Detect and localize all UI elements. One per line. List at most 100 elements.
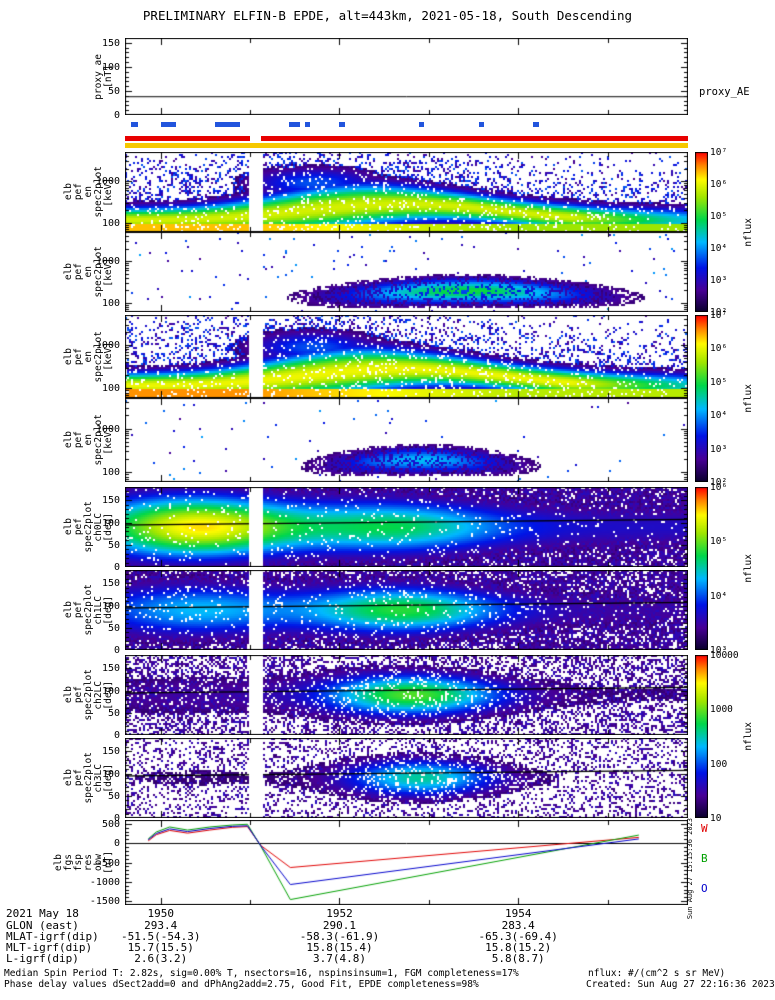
colorbar-tick-label: 10³ bbox=[710, 275, 728, 286]
colorbar-tick-label: 10⁵ bbox=[710, 211, 728, 222]
axis-row-value: 3.7(4.8) bbox=[312, 952, 366, 965]
quality-bar-red bbox=[125, 136, 251, 141]
mag-legend-B: B bbox=[701, 852, 708, 865]
colorbar-tick-label: 10² bbox=[710, 477, 728, 488]
y-tick-label: 100 bbox=[101, 217, 120, 229]
panel-canvas-elb-fgs-fsp-res-obw bbox=[125, 820, 688, 905]
colorbar-tick-label: 10² bbox=[710, 307, 728, 318]
y-tick-label: -1500 bbox=[89, 896, 120, 908]
date-label: 2021 May 18 bbox=[6, 907, 79, 920]
y-tick-label: 100 bbox=[101, 600, 120, 612]
y-tick-label: 50 bbox=[107, 85, 120, 97]
y-tick-label: 1000 bbox=[95, 176, 120, 188]
y-tick-label: 50 bbox=[107, 539, 120, 551]
y-tick-label: 0 bbox=[113, 813, 120, 824]
axis-row-value: 293.4 bbox=[144, 919, 178, 932]
quality-flag-blue bbox=[478, 122, 485, 127]
y-tick-label: 150 bbox=[101, 578, 120, 590]
panel-canvas-elb-pef-spec2plot-ch2lc bbox=[125, 655, 688, 735]
colorbar-1 bbox=[695, 315, 708, 482]
colorbar-title-wrap: nflux bbox=[743, 487, 754, 650]
x-tick-label: 1952 bbox=[326, 907, 353, 920]
panel-canvas-elb-pef-en-spec2plot-panel-2 bbox=[125, 232, 688, 312]
colorbar-tick-label: 10⁴ bbox=[710, 590, 728, 602]
y-tick-label: 150 bbox=[101, 495, 120, 507]
y-tick-label: 1000 bbox=[95, 340, 120, 352]
footer-nflux-units: nflux: #/(cm^2 s sr MeV) bbox=[588, 968, 726, 979]
colorbar-tick-label: 10⁷ bbox=[710, 310, 728, 321]
footer-created-timestamp: Created: Sun Aug 27 22:16:36 2023 bbox=[586, 979, 775, 990]
y-tick-label: 150 bbox=[101, 663, 120, 675]
panel-canvas-proxy-ae bbox=[125, 38, 688, 115]
axis-row-label: L-igrf(dip) bbox=[6, 952, 79, 965]
colorbar-tick-label: 10⁵ bbox=[710, 536, 728, 548]
axis-row-label: MLT-igrf(dip) bbox=[6, 941, 93, 954]
axis-row-value: -65.3(-69.4) bbox=[478, 930, 558, 943]
panel-canvas-elb-pef-spec2plot-ch3lc bbox=[125, 738, 688, 818]
quality-flag-blue bbox=[419, 122, 425, 127]
page-title: PRELIMINARY ELFIN-B EPDE, alt=443km, 202… bbox=[142, 8, 633, 23]
footer-line-1: Median Spin Period T: 2.82s, sig=0.00% T… bbox=[4, 968, 519, 979]
footer-line-2: Phase delay values dSect2add=0 and dPhAn… bbox=[4, 979, 479, 990]
y-tick-label: -1000 bbox=[89, 876, 120, 888]
colorbar-tick-label: 10³ bbox=[710, 645, 728, 656]
axis-row-value: 15.8(15.2) bbox=[485, 941, 552, 954]
quality-flag-blue bbox=[160, 122, 176, 127]
quality-flag-blue bbox=[304, 122, 310, 127]
colorbar-title: nflux bbox=[743, 384, 754, 413]
colorbar-tick-label: 10000 bbox=[710, 650, 739, 661]
colorbar-tick-label: 10⁴ bbox=[710, 410, 728, 422]
colorbar-tick-label: 10⁵ bbox=[710, 376, 728, 388]
y-tick-label: 100 bbox=[101, 768, 120, 780]
colorbar-tick-label: 10⁶ bbox=[710, 482, 728, 493]
colorbar-tick-label: 1000 bbox=[710, 704, 733, 716]
colorbar-title: nflux bbox=[743, 722, 754, 751]
panel-canvas-elb-pef-en-spec2plot-panel-1 bbox=[125, 152, 688, 232]
colorbar-tick-label: 10⁶ bbox=[710, 343, 728, 355]
colorbar-title: nflux bbox=[743, 554, 754, 583]
colorbar-0 bbox=[695, 152, 708, 312]
y-tick-label: 0 bbox=[113, 645, 120, 656]
y-tick-label: 500 bbox=[101, 818, 120, 830]
y-tick-label: 100 bbox=[101, 685, 120, 697]
mag-legend-W: W bbox=[701, 822, 708, 835]
y-tick-label: 1000 bbox=[95, 423, 120, 435]
quality-flag-blue bbox=[289, 122, 301, 127]
mag-legend-O: O bbox=[701, 882, 708, 895]
y-tick-label: 100 bbox=[101, 383, 120, 395]
y-tick-label: 100 bbox=[101, 517, 120, 529]
y-tick-label: -500 bbox=[95, 857, 120, 869]
colorbar-tick-label: 10⁷ bbox=[710, 147, 728, 158]
colorbar-tick-label: 10⁴ bbox=[710, 243, 728, 254]
y-tick-label: 0 bbox=[113, 562, 120, 573]
colorbar-tick-label: 10³ bbox=[710, 443, 728, 455]
colorbar-title-wrap: nflux bbox=[743, 315, 754, 482]
axis-row-label: GLON (east) bbox=[6, 919, 79, 932]
colorbar-title: nflux bbox=[743, 217, 754, 247]
y-tick-label: 0 bbox=[113, 730, 120, 741]
colorbar-title-wrap: nflux bbox=[743, 152, 754, 312]
quality-flag-blue bbox=[215, 122, 241, 127]
panel-canvas-elb-pef-en-spec2plot-panel-4 bbox=[125, 398, 688, 482]
colorbar-tick-label: 100 bbox=[710, 758, 728, 770]
quality-flag-blue bbox=[131, 122, 138, 127]
axis-row-label: MLAT-igrf(dip) bbox=[6, 930, 99, 943]
y-tick-label: 0 bbox=[113, 110, 120, 121]
panel-canvas-elb-pef-spec2plot-ch0lc bbox=[125, 487, 688, 567]
quality-bar-red bbox=[260, 136, 688, 141]
y-axis-label-0: proxy_ae [nT] bbox=[50, 38, 114, 115]
y-tick-label: 150 bbox=[101, 746, 120, 758]
y-tick-label: 50 bbox=[107, 622, 120, 634]
y-tick-label: 100 bbox=[101, 297, 120, 309]
y-tick-label: 100 bbox=[101, 61, 120, 73]
axis-row-value: -51.5(-54.3) bbox=[120, 930, 201, 943]
colorbar-tick-label: 10 bbox=[710, 813, 722, 824]
axis-row-value: 15.8(15.4) bbox=[306, 941, 373, 954]
axis-row-value: 290.1 bbox=[322, 919, 357, 932]
axis-row-value: 283.4 bbox=[501, 919, 535, 932]
panel-canvas-elb-pef-en-spec2plot-panel-3 bbox=[125, 315, 688, 398]
proxy-ae-right-label: proxy_AE bbox=[699, 86, 750, 98]
colorbar-title-wrap: nflux bbox=[743, 655, 754, 818]
quality-flag-blue bbox=[533, 122, 539, 127]
